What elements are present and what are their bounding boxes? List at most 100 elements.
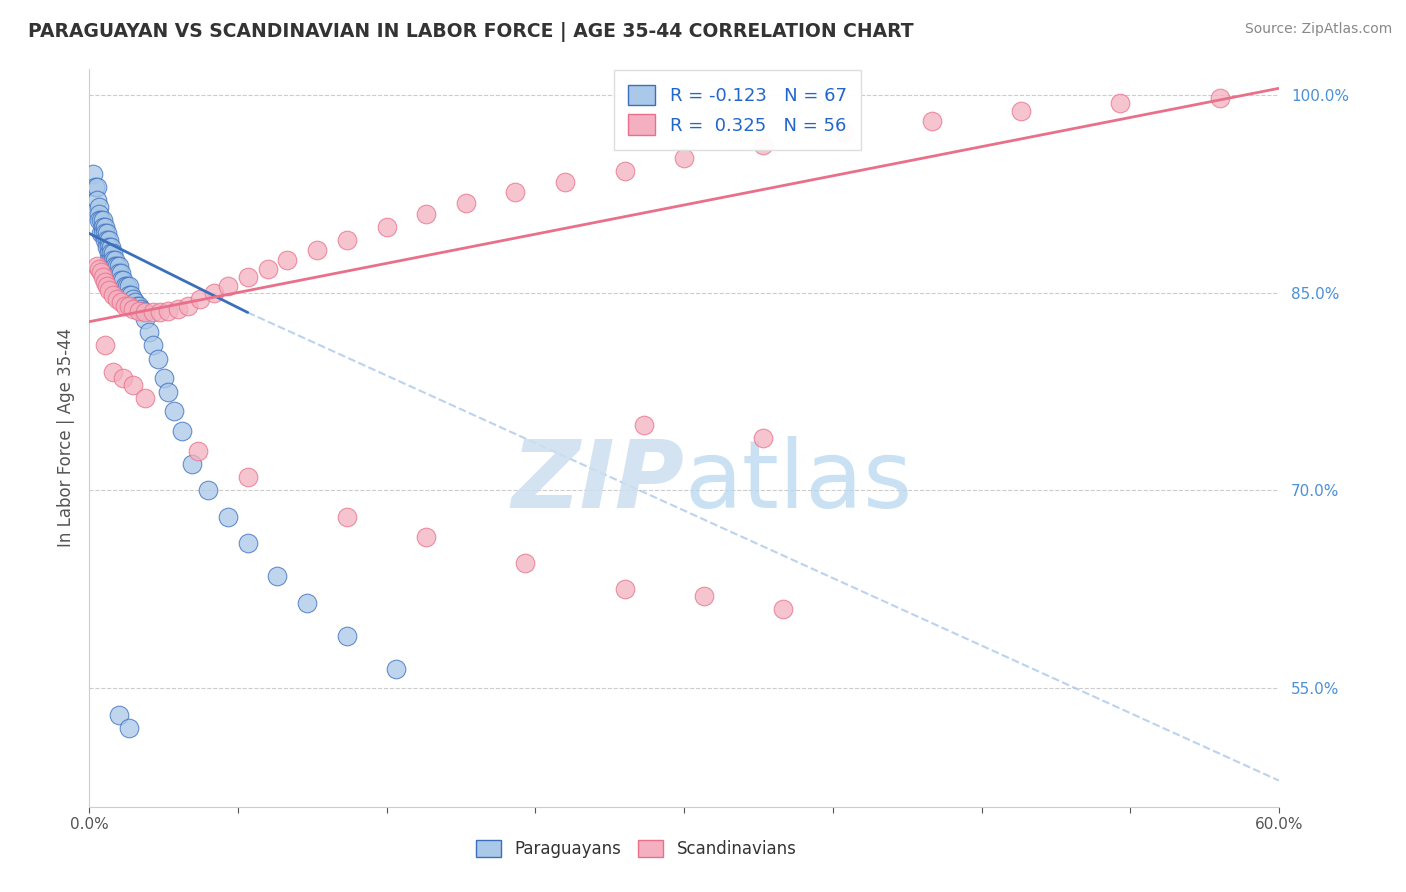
Point bbox=[1109, 95, 1132, 110]
Point bbox=[297, 596, 319, 610]
Point bbox=[97, 252, 120, 267]
Point bbox=[110, 266, 132, 280]
Point bbox=[148, 351, 170, 366]
Point bbox=[90, 227, 112, 241]
Point bbox=[197, 483, 219, 498]
Point bbox=[129, 301, 152, 316]
Point bbox=[114, 299, 136, 313]
Text: ZIP: ZIP bbox=[512, 436, 685, 528]
Point bbox=[87, 206, 110, 220]
Point bbox=[134, 312, 156, 326]
Point bbox=[693, 589, 716, 603]
Point bbox=[118, 721, 141, 735]
Point bbox=[105, 293, 128, 307]
Point bbox=[94, 227, 117, 241]
Point bbox=[97, 283, 120, 297]
Point bbox=[1208, 90, 1230, 104]
Point bbox=[188, 293, 211, 307]
Point bbox=[415, 206, 437, 220]
Point bbox=[554, 175, 576, 189]
Point bbox=[94, 275, 117, 289]
Point bbox=[90, 213, 112, 227]
Point bbox=[115, 279, 138, 293]
Point bbox=[515, 556, 537, 570]
Point bbox=[87, 200, 110, 214]
Point bbox=[128, 299, 150, 313]
Text: PARAGUAYAN VS SCANDINAVIAN IN LABOR FORCE | AGE 35-44 CORRELATION CHART: PARAGUAYAN VS SCANDINAVIAN IN LABOR FORC… bbox=[28, 22, 914, 42]
Point bbox=[84, 180, 107, 194]
Point bbox=[187, 444, 209, 458]
Point bbox=[385, 661, 408, 675]
Point bbox=[90, 264, 112, 278]
Point bbox=[94, 219, 117, 234]
Point bbox=[202, 285, 225, 300]
Point bbox=[108, 260, 131, 274]
Point bbox=[91, 219, 114, 234]
Point bbox=[124, 294, 146, 309]
Point bbox=[177, 299, 200, 313]
Point bbox=[82, 167, 104, 181]
Point bbox=[94, 338, 117, 352]
Point bbox=[141, 305, 163, 319]
Point bbox=[86, 260, 108, 274]
Point bbox=[96, 233, 118, 247]
Point bbox=[153, 371, 176, 385]
Point bbox=[101, 288, 124, 302]
Point bbox=[118, 288, 141, 302]
Point bbox=[110, 294, 132, 309]
Point bbox=[118, 279, 141, 293]
Point bbox=[128, 304, 150, 318]
Point bbox=[276, 252, 298, 267]
Point bbox=[96, 279, 118, 293]
Point bbox=[415, 530, 437, 544]
Point bbox=[336, 629, 359, 643]
Point bbox=[375, 219, 398, 234]
Point bbox=[752, 138, 775, 153]
Point bbox=[613, 582, 636, 597]
Point bbox=[141, 338, 163, 352]
Point bbox=[105, 266, 128, 280]
Point bbox=[96, 227, 118, 241]
Point bbox=[307, 244, 329, 258]
Point bbox=[114, 279, 136, 293]
Text: atlas: atlas bbox=[685, 436, 912, 528]
Point bbox=[613, 164, 636, 178]
Point bbox=[454, 196, 477, 211]
Point bbox=[1010, 103, 1032, 118]
Point bbox=[86, 180, 108, 194]
Point bbox=[104, 252, 127, 267]
Point bbox=[138, 325, 160, 339]
Point bbox=[336, 233, 359, 247]
Point bbox=[97, 233, 120, 247]
Point bbox=[181, 457, 204, 471]
Point bbox=[336, 509, 359, 524]
Point bbox=[505, 186, 527, 200]
Point bbox=[134, 305, 156, 319]
Point bbox=[101, 252, 124, 267]
Point bbox=[110, 272, 132, 286]
Y-axis label: In Labor Force | Age 35-44: In Labor Force | Age 35-44 bbox=[58, 328, 75, 548]
Point bbox=[97, 246, 120, 260]
Point bbox=[91, 213, 114, 227]
Point bbox=[101, 246, 124, 260]
Point bbox=[100, 246, 122, 260]
Point bbox=[752, 431, 775, 445]
Point bbox=[96, 239, 118, 253]
Point bbox=[101, 260, 124, 274]
Point bbox=[91, 269, 114, 284]
Point bbox=[94, 233, 117, 247]
Point bbox=[172, 424, 194, 438]
Point bbox=[111, 272, 134, 286]
Legend: R = -0.123   N = 67, R =  0.325   N = 56: R = -0.123 N = 67, R = 0.325 N = 56 bbox=[614, 70, 862, 150]
Point bbox=[118, 299, 141, 313]
Point bbox=[673, 151, 696, 165]
Point bbox=[236, 269, 259, 284]
Point bbox=[114, 285, 136, 300]
Point bbox=[266, 569, 288, 583]
Point bbox=[111, 371, 134, 385]
Point bbox=[104, 260, 127, 274]
Point bbox=[134, 391, 156, 405]
Point bbox=[131, 304, 153, 318]
Point bbox=[120, 288, 142, 302]
Point bbox=[633, 417, 655, 432]
